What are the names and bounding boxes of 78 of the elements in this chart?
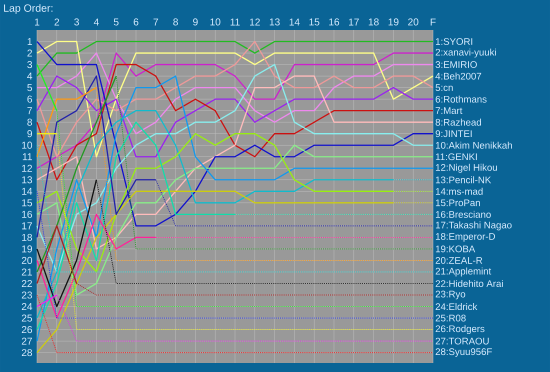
series-label: 25:R08 [436,314,466,322]
x-tick-label: 4 [94,18,99,26]
series-label: 1:SYORI [436,38,472,45]
y-tick-label: 25 [22,314,32,322]
series-label: 19:KOBA [436,246,476,252]
x-tick-label: 11 [230,18,240,26]
series-label: 5:cn [436,84,453,91]
x-tick-label: F [430,18,436,26]
x-tick-label: 19 [388,18,398,26]
y-tick-label: 17 [22,222,32,230]
series-label: 2:xanavi-yuuki [436,48,496,58]
y-tick-label: 12 [22,164,32,172]
series-label: 16:Bresciano [436,210,491,218]
y-tick-label: 19 [22,245,32,252]
series-label: 24:Eldrick [436,303,478,310]
series-label: 18:Emperor-D [436,233,496,242]
x-tick-label: 20 [408,18,418,26]
x-tick-label: 15 [309,18,320,26]
y-tick-label: 8 [27,118,32,126]
series-label: 11:GENKI [436,153,477,160]
x-tick-label: 9 [193,18,198,26]
x-tick-label: 10 [210,18,220,26]
y-tick-label: 7 [27,107,32,114]
y-tick-label: 21 [22,268,32,276]
series-label: 6:Rothmans [436,96,487,103]
y-tick-label: 11 [22,153,32,160]
series-label: 10:Akim Nenikkah [436,142,512,149]
series-label: 22:Hidehito Arai [436,280,503,288]
y-tick-label: 26 [22,326,32,334]
series-label: 20:ZEAL-R [436,257,482,264]
series-label: 17:Takashi Nagao [436,221,512,230]
series-label: 12:Nigel Hikou [436,164,497,173]
x-tick-label: 14 [290,18,300,26]
y-tick-label: 6 [27,96,32,103]
y-tick-label: 2 [27,50,32,57]
y-tick-label: 5 [27,84,32,92]
series-label: 14:ms-mad [436,188,483,195]
chart-title: Lap Order: [4,4,52,14]
x-tick-label: 16 [329,18,340,26]
series-label: 15:ProPan [436,199,480,206]
y-tick-label: 18 [22,234,32,241]
series-label: 13:Pencil-NK [436,176,492,184]
x-tick-label: 17 [349,18,359,26]
x-tick-label: 8 [173,18,178,26]
series-label: 7:Mart [436,107,462,114]
series-label: 27:TORAOU [436,338,489,344]
y-tick-label: 27 [22,338,32,345]
y-tick-label: 16 [22,210,32,218]
series-label: 28:Syuu956F [436,348,492,357]
x-tick-label: 5 [114,18,119,26]
y-tick-label: 14 [22,188,32,195]
series-label: 23:Ryo [436,290,466,300]
y-tick-label: 23 [22,291,32,299]
y-tick-label: 28 [22,349,32,356]
y-tick-label: 15 [22,199,32,206]
y-tick-label: 24 [22,303,32,310]
x-tick-label: 3 [74,18,79,26]
x-tick-label: 1 [34,18,40,26]
series-label: 3:EMIRIO [436,61,477,68]
y-tick-label: 4 [27,72,32,80]
y-tick-label: 20 [22,256,32,264]
y-tick-label: 10 [22,142,32,149]
x-tick-label: 18 [368,18,379,26]
y-tick-label: 1 [28,38,32,45]
y-tick-label: 3 [27,61,32,68]
y-tick-label: 9 [27,130,32,138]
y-tick-label: 22 [22,280,32,287]
series-label: 8:Razhead [436,118,482,126]
series-label: 21:Applemint [436,268,492,276]
x-tick-label: 6 [134,18,138,26]
x-tick-label: 12 [250,18,260,26]
x-tick-label: 13 [270,18,280,26]
x-tick-label: 2 [54,18,60,26]
y-tick-label: 13 [22,176,32,184]
series-label: 9:JINTEI [436,130,472,138]
series-label: 26:Rodgers [436,325,484,334]
x-tick-label: 7 [154,18,158,26]
series-label: 4:Beh2007 [435,72,482,80]
